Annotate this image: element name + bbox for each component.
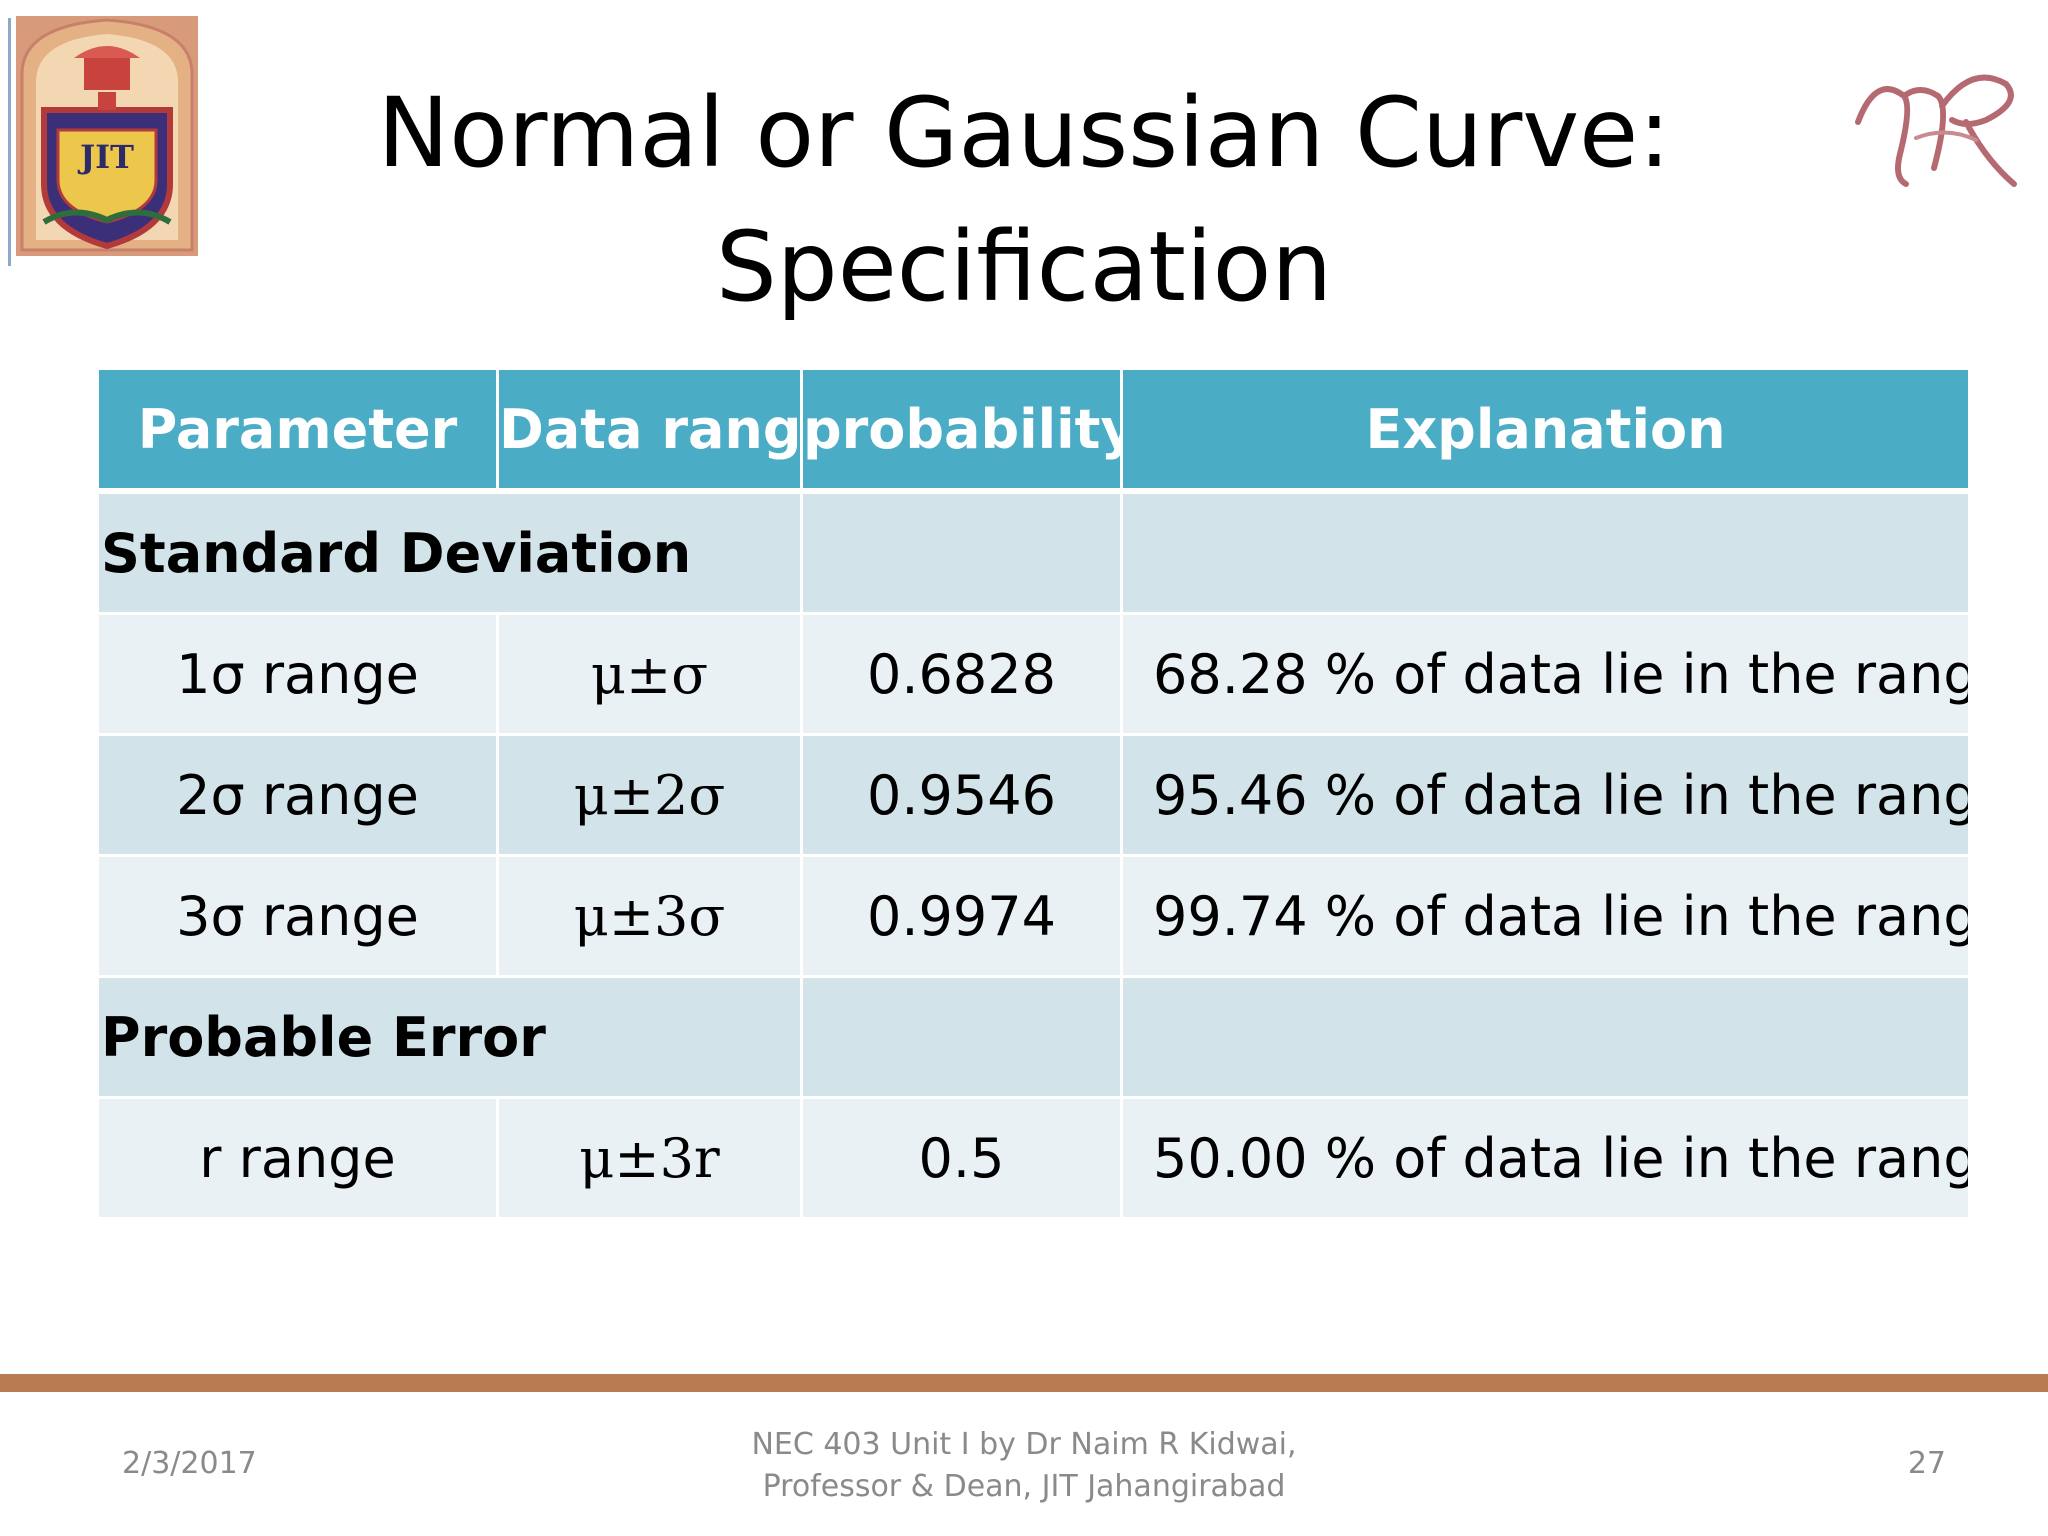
- parameter-cell: 2σ range: [96, 733, 499, 857]
- section-row-standard-deviation: Standard Deviation: [96, 489, 1971, 615]
- empty-cell: [800, 975, 1123, 1099]
- empty-cell: [800, 489, 1123, 615]
- explanation-cell: 68.28 % of data lie in the range: [1120, 612, 1971, 736]
- table-header-row: Parameter Data range probability Explana…: [96, 367, 1971, 494]
- footer-date: 2/3/2017: [122, 1446, 257, 1481]
- table-row: 2σ range μ±2σ 0.9546 95.46 % of data lie…: [96, 733, 1971, 857]
- edge-line: [8, 18, 11, 266]
- empty-cell: [1120, 489, 1971, 615]
- explanation-cell: 99.74 % of data lie in the range: [1120, 854, 1971, 978]
- footer-credit-line-2: Professor & Dean, JIT Jahangirabad: [762, 1469, 1286, 1504]
- nr-signature-monogram: [1855, 74, 2017, 187]
- parameter-cell: 3σ range: [96, 854, 499, 978]
- header-parameter: Parameter: [96, 367, 499, 494]
- probability-cell: 0.6828: [800, 612, 1123, 736]
- specification-table: Parameter Data range probability Explana…: [96, 367, 1971, 1220]
- slide-title: Normal or Gaussian Curve: Specification: [300, 66, 1748, 334]
- title-line-1: Normal or Gaussian Curve:: [377, 77, 1671, 189]
- parameter-cell: 1σ range: [96, 612, 499, 736]
- footer-page-number: 27: [1907, 1446, 1946, 1481]
- table-row: 1σ range μ±σ 0.6828 68.28 % of data lie …: [96, 612, 1971, 736]
- title-line-2: Specification: [715, 211, 1333, 323]
- parameter-cell: r range: [96, 1096, 499, 1220]
- header-data-range: Data range: [496, 367, 803, 494]
- section-label: Probable Error: [96, 975, 803, 1099]
- section-label: Standard Deviation: [96, 489, 803, 615]
- section-row-probable-error: Probable Error: [96, 975, 1971, 1099]
- probability-cell: 0.9974: [800, 854, 1123, 978]
- header-explanation: Explanation: [1120, 367, 1971, 494]
- footer-divider-bar: [0, 1374, 2048, 1392]
- probability-cell: 0.9546: [800, 733, 1123, 857]
- footer-credit-line-1: NEC 403 Unit I by Dr Naim R Kidwai,: [751, 1427, 1297, 1462]
- svg-text:JIT: JIT: [77, 138, 134, 176]
- table-row: r range μ±3r 0.5 50.00 % of data lie in …: [96, 1096, 1971, 1220]
- explanation-cell: 50.00 % of data lie in the range: [1120, 1096, 1971, 1220]
- empty-cell: [1120, 975, 1971, 1099]
- data-range-cell: μ±3σ: [496, 854, 803, 978]
- data-range-cell: μ±σ: [496, 612, 803, 736]
- table-row: 3σ range μ±3σ 0.9974 99.74 % of data lie…: [96, 854, 1971, 978]
- institute-crest-logo: JIT: [16, 16, 198, 256]
- probability-cell: 0.5: [800, 1096, 1123, 1220]
- explanation-cell: 95.46 % of data lie in the range: [1120, 733, 1971, 857]
- footer-credit: NEC 403 Unit I by Dr Naim R Kidwai, Prof…: [640, 1424, 1408, 1508]
- header-probability: probability: [800, 367, 1123, 494]
- data-range-cell: μ±3r: [496, 1096, 803, 1220]
- data-range-cell: μ±2σ: [496, 733, 803, 857]
